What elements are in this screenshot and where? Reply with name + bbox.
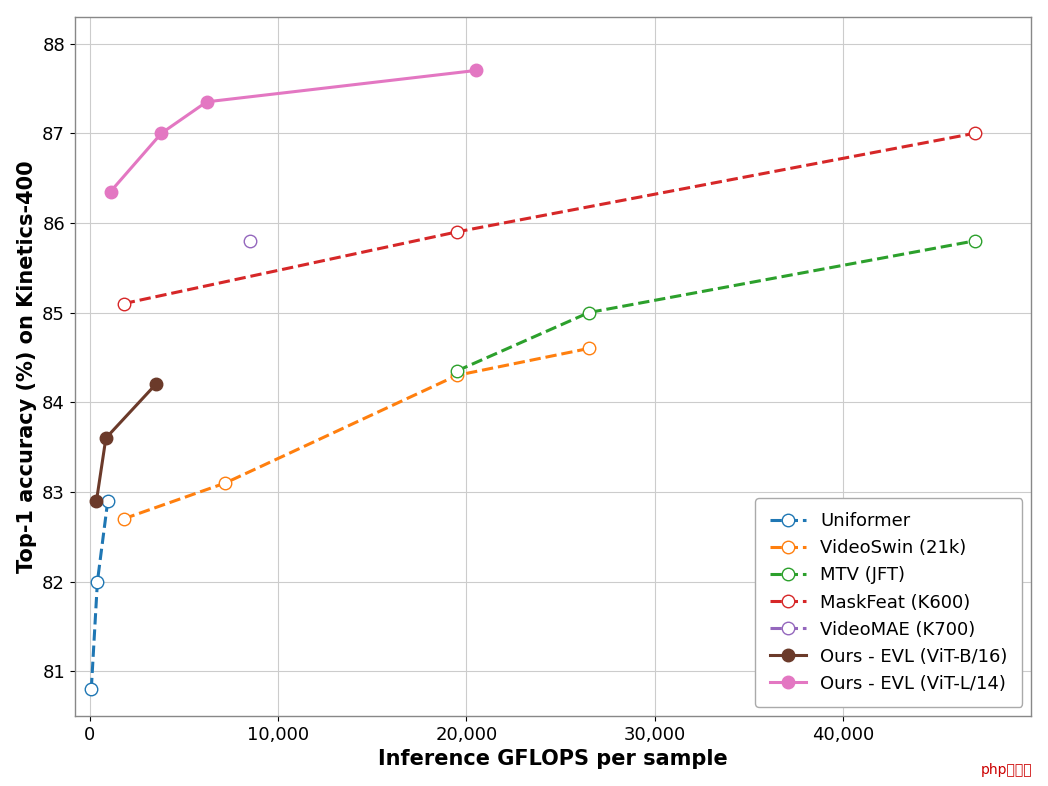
Line: Uniformer: Uniformer (85, 494, 114, 696)
MaskFeat (K600) (117, 299, 130, 308)
MaskFeat (K600) (451, 227, 463, 237)
Uniformer (85, 685, 97, 694)
Uniformer (91, 577, 104, 586)
Ours - EVL (ViT-B/16) (150, 380, 162, 389)
VideoSwin (21k) (451, 371, 463, 380)
Line: MaskFeat (K600): MaskFeat (K600) (117, 127, 981, 310)
MaskFeat (K600) (968, 129, 981, 138)
MTV (JFT) (583, 308, 595, 318)
Line: Ours - EVL (ViT-L/14): Ours - EVL (ViT-L/14) (105, 64, 482, 198)
Ours - EVL (ViT-L/14) (200, 97, 213, 107)
Line: Ours - EVL (ViT-B/16): Ours - EVL (ViT-B/16) (90, 378, 162, 507)
Ours - EVL (ViT-L/14) (155, 129, 168, 138)
Ours - EVL (ViT-L/14) (470, 66, 482, 75)
Y-axis label: Top-1 accuracy (%) on Kinetics-400: Top-1 accuracy (%) on Kinetics-400 (17, 160, 37, 573)
VideoSwin (21k) (117, 514, 130, 523)
Uniformer (102, 496, 114, 505)
MTV (JFT) (451, 366, 463, 376)
Legend: Uniformer, VideoSwin (21k), MTV (JFT), MaskFeat (K600), VideoMAE (K700), Ours - : Uniformer, VideoSwin (21k), MTV (JFT), M… (756, 498, 1022, 707)
Ours - EVL (ViT-B/16) (100, 433, 112, 443)
Ours - EVL (ViT-L/14) (105, 187, 117, 196)
Ours - EVL (ViT-B/16) (90, 496, 103, 505)
X-axis label: Inference GFLOPS per sample: Inference GFLOPS per sample (378, 749, 728, 769)
VideoSwin (21k) (583, 343, 595, 353)
Text: php中文网: php中文网 (981, 762, 1032, 777)
Line: MTV (JFT): MTV (JFT) (451, 234, 981, 377)
VideoSwin (21k) (219, 478, 232, 487)
MTV (JFT) (968, 236, 981, 245)
Line: VideoSwin (21k): VideoSwin (21k) (117, 342, 595, 525)
